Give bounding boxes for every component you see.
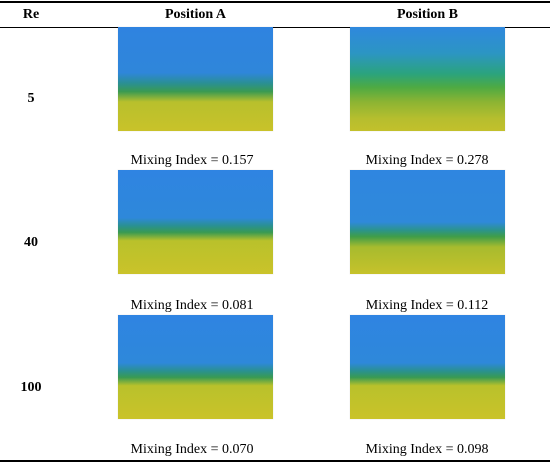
dye-image-position-a [118, 315, 273, 419]
dye-image-position-b [350, 27, 505, 131]
table-top-rule [0, 1, 550, 3]
column-header-position-a: Position A [164, 7, 227, 22]
mixing-index-position-a: Mixing Index = 0.070 [130, 442, 254, 457]
dye-image-position-a [118, 170, 273, 274]
table-bottom-rule [0, 460, 550, 462]
re-value: 40 [24, 235, 38, 250]
mixing-index-position-b: Mixing Index = 0.098 [365, 442, 489, 457]
column-header-position-b: Position B [396, 7, 459, 22]
mixing-index-position-a: Mixing Index = 0.157 [130, 153, 254, 168]
mixing-index-position-a: Mixing Index = 0.081 [130, 298, 254, 313]
mixing-index-position-b: Mixing Index = 0.112 [365, 298, 489, 313]
dye-image-position-a [118, 27, 273, 131]
column-header-re: Re [22, 7, 40, 22]
re-value: 5 [27, 91, 35, 106]
table-header-rule [0, 27, 550, 28]
re-value: 100 [20, 380, 42, 395]
dye-image-position-b [350, 170, 505, 274]
mixing-index-position-b: Mixing Index = 0.278 [365, 153, 489, 168]
dye-image-position-b [350, 315, 505, 419]
